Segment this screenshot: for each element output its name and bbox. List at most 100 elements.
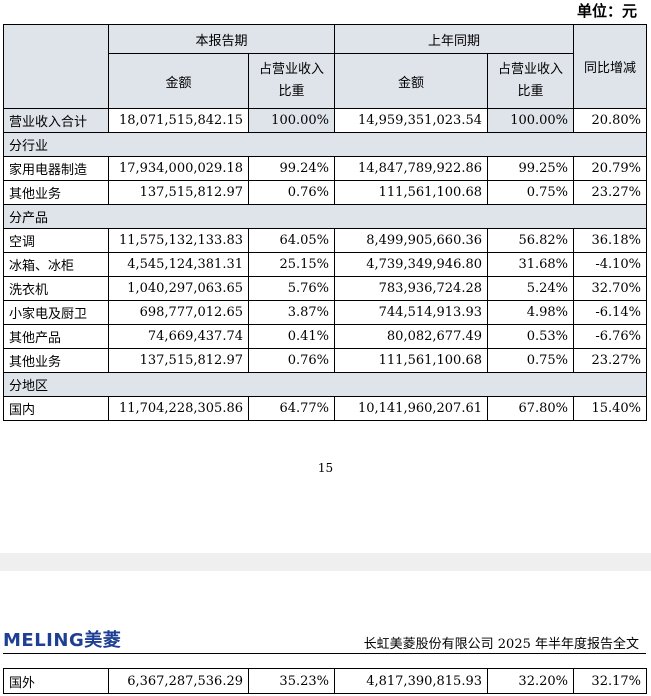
row-name: 其他业务	[3, 180, 109, 205]
row-name: 冰箱、冰柜	[3, 252, 109, 277]
cur-share: 0.41%	[247, 324, 336, 349]
table-row: 洗衣机 1,040,297,063.65 5.76% 783,936,724.2…	[3, 276, 648, 301]
prev-amount: 4,739,349,946.80	[334, 252, 489, 277]
prev-amount: 4,817,390,815.93	[334, 668, 488, 694]
prev-share: 0.75%	[487, 348, 575, 373]
yoy-change: 20.79%	[573, 156, 648, 181]
cur-share: 99.24%	[247, 156, 336, 181]
row-name: 空调	[3, 228, 109, 253]
yoy-change: 32.70%	[573, 276, 648, 301]
prev-amount: 744,514,913.93	[334, 300, 489, 325]
row-name: 国外	[3, 668, 109, 694]
prev-amount: 111,561,100.68	[334, 180, 489, 205]
table-row: 其他业务 137,515,812.97 0.76% 111,561,100.68…	[3, 348, 648, 373]
yoy-change: 20.80%	[573, 108, 648, 133]
prev-share: 31.68%	[487, 252, 575, 277]
prev-share: 67.80%	[487, 396, 575, 421]
unit-label: 单位：元	[576, 2, 637, 20]
prev-share: 100.00%	[487, 108, 575, 133]
meling-logo: MELING美菱	[3, 630, 122, 651]
page-number: 15	[317, 461, 334, 475]
revenue-table: 本报告期 上年同期 同比增减 金额 占营业收入 比重 金额 占营业收入 比重 营…	[2, 24, 648, 421]
cur-share: 64.05%	[247, 228, 336, 253]
prev-share: 0.75%	[487, 180, 575, 205]
section-product: 分产品	[2, 204, 648, 229]
cur-amount: 11,575,132,133.83	[108, 228, 249, 253]
header-prev-amount: 金额	[334, 53, 489, 109]
row-name: 洗衣机	[3, 276, 109, 301]
header-share-line1: 占营业收入	[259, 62, 325, 77]
table-row: 国外 6,367,287,536.29 35.23% 4,817,390,815…	[3, 668, 647, 694]
row-name: 营业收入合计	[3, 108, 109, 133]
section-title: 分产品	[2, 204, 648, 229]
row-name: 国内	[3, 396, 109, 421]
yoy-change: 32.17%	[573, 668, 647, 694]
row-name: 其他业务	[3, 348, 109, 373]
row-name: 其他产品	[3, 324, 109, 349]
prev-amount: 10,141,960,207.61	[334, 396, 489, 421]
section-region: 分地区	[2, 372, 648, 397]
report-title: 长虹美菱股份有限公司 2025 年半年度报告全文	[363, 637, 639, 652]
prev-amount: 111,561,100.68	[334, 348, 489, 373]
cur-amount: 698,777,012.65	[108, 300, 249, 325]
prev-share: 99.25%	[487, 156, 575, 181]
header-yoy: 同比增减	[573, 24, 648, 109]
cur-share: 100.00%	[247, 108, 336, 133]
table-row: 其他业务 137,515,812.97 0.76% 111,561,100.68…	[3, 180, 648, 205]
table-row: 小家电及厨卫 698,777,012.65 3.87% 744,514,913.…	[3, 300, 648, 325]
table-row-total: 营业收入合计 18,071,515,842.15 100.00% 14,959,…	[3, 108, 648, 133]
table-row: 家用电器制造 17,934,000,029.18 99.24% 14,847,7…	[3, 156, 648, 181]
yoy-change: -6.76%	[573, 324, 648, 349]
header-cur-amount: 金额	[108, 53, 249, 109]
header-cur-share: 占营业收入 比重	[247, 53, 336, 109]
table-row: 空调 11,575,132,133.83 64.05% 8,499,905,66…	[3, 228, 648, 253]
section-industry: 分行业	[2, 132, 648, 157]
row-name: 小家电及厨卫	[3, 300, 109, 325]
header-current-period: 本报告期	[107, 24, 336, 54]
prev-share: 5.24%	[487, 276, 575, 301]
yoy-change: 23.27%	[573, 180, 648, 205]
prev-amount: 783,936,724.28	[334, 276, 489, 301]
cur-amount: 11,704,228,305.86	[108, 396, 249, 421]
cur-share: 35.23%	[248, 668, 335, 694]
cur-amount: 1,040,297,063.65	[108, 276, 249, 301]
prev-share: 32.20%	[487, 668, 574, 694]
cur-share: 25.15%	[247, 252, 336, 277]
header-last-year: 上年同期	[334, 24, 575, 54]
table-row: 冰箱、冰柜 4,545,124,381.31 25.15% 4,739,349,…	[3, 252, 648, 277]
header-share-line2: 比重	[517, 84, 544, 99]
cur-amount: 6,367,287,536.29	[108, 668, 249, 694]
prev-amount: 14,959,351,023.54	[334, 108, 489, 133]
section-title: 分行业	[2, 132, 648, 157]
yoy-change: -4.10%	[573, 252, 648, 277]
prev-share: 56.82%	[487, 228, 575, 253]
header-share-line2: 比重	[278, 84, 305, 99]
cur-amount: 17,934,000,029.18	[108, 156, 249, 181]
cur-share: 5.76%	[247, 276, 336, 301]
header-empty-cell	[3, 24, 109, 109]
yoy-change: 15.40%	[573, 396, 648, 421]
table-row: 其他产品 74,669,437.74 0.41% 80,082,677.49 0…	[3, 324, 648, 349]
yoy-change: -6.14%	[573, 300, 648, 325]
table-row: 国内 11,704,228,305.86 64.77% 10,141,960,2…	[3, 396, 648, 421]
prev-amount: 14,847,789,922.86	[334, 156, 489, 181]
page-separator	[0, 553, 651, 571]
header-prev-share: 占营业收入 比重	[487, 53, 575, 109]
cur-amount: 4,545,124,381.31	[108, 252, 249, 277]
header-share-line1: 占营业收入	[498, 62, 564, 77]
yoy-change: 23.27%	[573, 348, 648, 373]
prev-amount: 80,082,677.49	[334, 324, 489, 349]
prev-share: 4.98%	[487, 300, 575, 325]
row-name: 家用电器制造	[3, 156, 109, 181]
prev-amount: 8,499,905,660.36	[334, 228, 489, 253]
cur-amount: 74,669,437.74	[108, 324, 249, 349]
cur-share: 0.76%	[247, 180, 336, 205]
cur-amount: 137,515,812.97	[108, 348, 249, 373]
yoy-change: 36.18%	[573, 228, 648, 253]
cur-share: 3.87%	[247, 300, 336, 325]
prev-share: 0.53%	[487, 324, 575, 349]
cur-share: 64.77%	[247, 396, 336, 421]
header-rule	[3, 653, 646, 654]
cur-amount: 18,071,515,842.15	[108, 108, 249, 133]
section-title: 分地区	[2, 372, 648, 397]
